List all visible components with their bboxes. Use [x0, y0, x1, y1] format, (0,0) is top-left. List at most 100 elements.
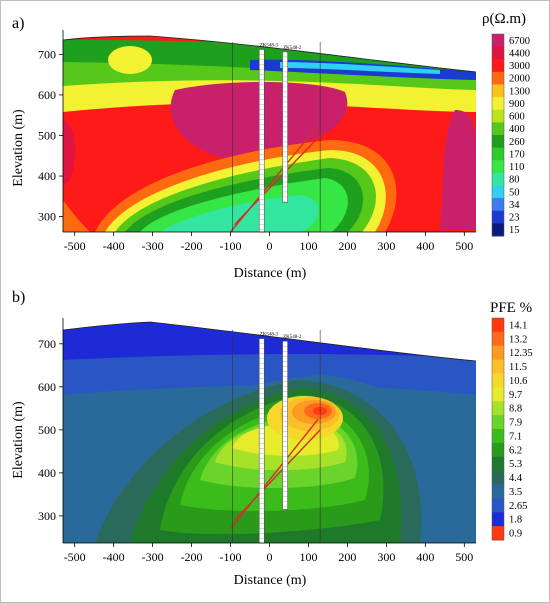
panel-b-colorbar-swatch — [492, 498, 504, 513]
panel-a-magenta-right — [440, 110, 476, 230]
panel-a-borehole-2: ZK548-2 — [282, 46, 302, 203]
panel-b-colorbar-tick: 9.7 — [509, 390, 522, 401]
panel-a-colorbar-tick: 600 — [509, 112, 525, 123]
panel-b-colorbar-swatch — [492, 373, 504, 388]
panel-a-colorbar-swatch — [492, 147, 504, 161]
panel-b-xtick-label: 300 — [377, 550, 395, 564]
panel-b-sky-mask — [60, 316, 480, 361]
panel-b-borehole-label-2: ZK548-2 — [283, 335, 302, 340]
panel-a-cyan-green-core — [160, 195, 319, 232]
panel-b-blue-band — [63, 354, 476, 395]
panel-a-xtick-label: 200 — [338, 239, 356, 253]
panel-a-xtick-label: 100 — [299, 239, 317, 253]
panel-a-colorbar-swatch — [492, 122, 504, 136]
panel-a-sky-mask — [60, 30, 480, 72]
panel-a-colorbar-swatch — [492, 210, 504, 224]
panel-a-orange-corner — [63, 200, 90, 232]
panel-a-crimson-left — [63, 120, 76, 185]
panel-b-ytick-label: 600 — [38, 380, 56, 394]
panel-a-ytick-label: 700 — [38, 47, 56, 61]
panel-b-colorbar-swatch — [492, 470, 504, 485]
panel-a-colorbar-tick: 260 — [509, 137, 525, 148]
panel-b-colorbar-swatch — [492, 512, 504, 527]
panel-b-colorbar-swatch — [492, 526, 504, 541]
panel-a-xtick-label: -100 — [220, 239, 242, 253]
panel-b-label: b) — [12, 289, 25, 306]
panel-a-colorbar-tick: 50 — [509, 187, 520, 198]
panel-a-colorbar-swatch — [492, 46, 504, 60]
panel-a-ylabel: Elevation (m) — [11, 109, 26, 187]
panel-a-topography-line — [62, 35, 477, 73]
panel-a-colorbar-swatch — [492, 198, 504, 212]
panel-b-topography-line — [62, 321, 477, 362]
panel-a-colorbar-tick: 400 — [509, 124, 525, 135]
panel-a-colorbar-border — [491, 33, 505, 237]
panel-b-colorbar-tick: 7.1 — [509, 431, 522, 442]
panel-a-ytick-label: 400 — [38, 169, 56, 183]
panel-b-colorbar-tick: 11.5 — [509, 362, 527, 373]
panel-b-xtick-label: 500 — [455, 550, 473, 564]
panel-b-colorbar-border — [491, 317, 505, 541]
panel-b-fault-1 — [229, 418, 319, 530]
panel-b-ytick-label: 300 — [38, 509, 56, 523]
panel-a-ytick-label: 600 — [38, 88, 56, 102]
panel-a-label: a) — [12, 15, 24, 32]
panel-a-colorbar-swatch — [492, 172, 504, 186]
panel-a: a) — [11, 11, 530, 281]
panel-b-ytick-label: 700 — [38, 337, 56, 351]
panel-a-yellow-spot — [108, 46, 152, 74]
panel-b-xtick-label: -400 — [103, 550, 125, 564]
panel-a-xtick-label: 0 — [267, 239, 273, 253]
panel-a-xlabel: Distance (m) — [234, 266, 307, 281]
panel-a-colorbar-swatch — [492, 34, 504, 48]
panel-a-fault-2 — [233, 134, 321, 226]
panel-b-colorbar-tick: 14.1 — [509, 320, 527, 331]
panel-b-colorbar-tick: 10.6 — [509, 376, 527, 387]
panel-a-colorbar-tick: 15 — [509, 225, 520, 236]
panel-b-colorbar-tick: 6.2 — [509, 445, 522, 456]
panel-a-colorbar-tick: 170 — [509, 149, 525, 160]
panel-a-colorbar-swatch — [492, 185, 504, 199]
panel-b-colorbar-swatch — [492, 331, 504, 347]
panel-a-ytick-label: 500 — [38, 128, 56, 142]
panel-a-xtick-label: 500 — [455, 239, 473, 253]
panel-a-colorbar-tick: 34 — [509, 200, 520, 211]
panel-b-colorbar-swatch — [492, 456, 504, 472]
panel-a-colorbar-swatch — [492, 160, 504, 174]
panel-a-xtick-label: -500 — [64, 239, 86, 253]
panel-b-colorbar-tick: 8.8 — [509, 404, 522, 415]
panel-a-colorbar-swatch — [492, 135, 504, 149]
panel-b-colorbar-tick: 1.8 — [509, 515, 522, 526]
panel-b-borehole-label-1: ZK548-3 — [260, 333, 279, 338]
panel-b-colorbar: 14.1 13.2 12.35 11.5 10.6 9.7 8.8 7.9 7.1 6.2 5.3 4… — [491, 317, 533, 541]
panel-a-xtick-label: 400 — [416, 239, 434, 253]
panel-b-colorbar-swatch — [492, 442, 504, 458]
panel-a-borehole-label-1: ZK548-3 — [260, 43, 279, 48]
panel-b-colorbar-swatch — [492, 345, 504, 361]
panel-b-colorbar-swatch — [492, 484, 504, 499]
panel-a-ytick-label: 300 — [38, 210, 56, 224]
panel-a-colorbar-tick: 110 — [509, 162, 524, 173]
panel-b-colorbar-tick: 13.2 — [509, 334, 527, 345]
panel-b-xtick-label: -200 — [181, 550, 203, 564]
panel-b-ytick-label: 400 — [38, 466, 56, 480]
panel-b-colorbar-tick: 5.3 — [509, 459, 522, 470]
panel-a-colorbar-swatch — [492, 59, 504, 73]
panel-b-colorbar-swatch — [492, 318, 504, 333]
panel-a-colorbar-swatch — [492, 223, 504, 237]
panel-b-faults — [229, 330, 321, 543]
panel-b-fault-2 — [233, 429, 321, 521]
panel-b-plot — [60, 316, 480, 543]
panel-b-xtick-label: -500 — [64, 550, 86, 564]
panel-a-xtick-label: -300 — [142, 239, 164, 253]
panel-b-colorbar-tick: 3.5 — [509, 487, 522, 498]
panel-a-colorbar-tick: 80 — [509, 175, 520, 186]
panel-b-ytick-label: 500 — [38, 423, 56, 437]
panel-a-xtick-label: 300 — [377, 239, 395, 253]
panel-b-colorbar-tick: 12.35 — [509, 348, 533, 359]
panel-b-colorbar-swatch — [492, 415, 504, 430]
panel-b-colorbar-swatch — [492, 429, 504, 444]
panel-a-colorbar-swatch — [492, 71, 504, 85]
panel-a-colorbar-tick: 3000 — [509, 61, 530, 72]
